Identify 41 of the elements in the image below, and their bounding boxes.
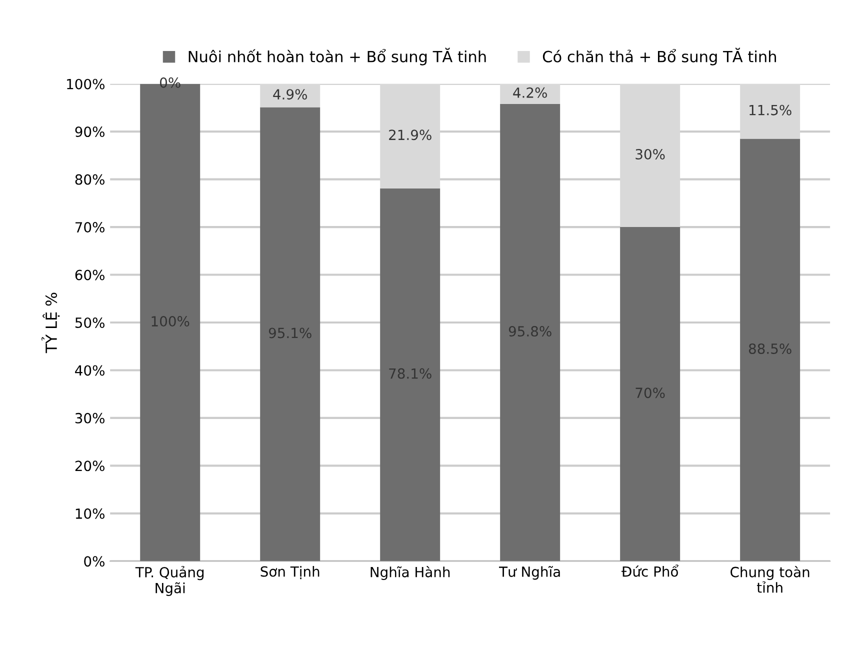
bar (500, 104, 560, 562)
x-tick-label: Chung toàn tỉnh (730, 566, 810, 593)
y-tick-label: 40% (75, 365, 104, 376)
bar (740, 138, 800, 562)
x-tick-label: Sơn Tịnh (260, 566, 320, 580)
y-tick-label: 70% (76, 222, 104, 233)
y-tick-label: 90% (75, 126, 104, 138)
y-tick-label: 30% (75, 412, 104, 424)
bar (380, 84, 440, 188)
data-label: 4.2% (513, 87, 547, 98)
y-axis-title: TỶ LỆ % (42, 292, 60, 354)
y-tick-label: 20% (75, 460, 104, 472)
x-tick-label: Nghĩa Hành (370, 566, 450, 580)
data-label: 95.8% (508, 326, 552, 337)
y-tick-label: 10% (76, 508, 104, 519)
data-label: 11.5% (750, 104, 792, 116)
y-tick-label: 50% (75, 317, 104, 328)
y-tick-label: 60% (75, 270, 104, 280)
bar (740, 84, 800, 139)
bar (620, 227, 680, 562)
bar (620, 84, 680, 228)
data-label: 4.9% (273, 89, 307, 100)
y-tick-label: 0% (84, 556, 104, 567)
bar (380, 188, 440, 562)
data-label: 88.5% (748, 343, 792, 354)
y-tick-label: 80% (75, 174, 104, 185)
x-tick-label: TP. Quảng Ngãi (135, 566, 204, 596)
legend-label: Có chăn thả + Bổ sung TĂ tinh (542, 48, 776, 66)
bar (260, 84, 320, 108)
data-label: 100% (152, 316, 190, 327)
x-tick-label: Đức Phổ (621, 564, 678, 577)
legend-label: Nuôi nhốt hoàn toàn + Bổ sung TĂ tinh (188, 48, 486, 66)
y-tick-label: 100% (67, 78, 104, 90)
bar (260, 107, 320, 562)
data-label: 21.9% (389, 130, 432, 140)
bar (500, 84, 560, 104)
data-label: 95.1% (268, 328, 312, 338)
x-tick-label: Tư Nghĩa (499, 566, 560, 580)
data-label: 78.1% (389, 368, 432, 379)
data-label: 70% (636, 388, 665, 398)
data-label: 30% (636, 148, 665, 160)
